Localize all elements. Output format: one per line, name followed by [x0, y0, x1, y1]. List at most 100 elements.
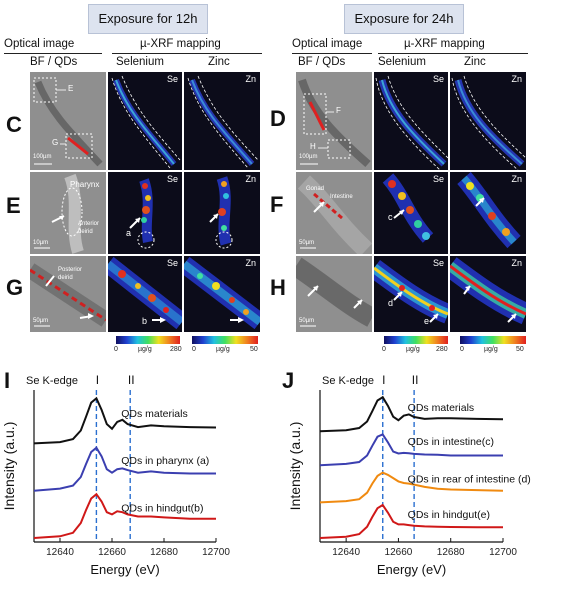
element-label-se: Se: [166, 174, 178, 184]
zn-map-c: Zn: [184, 72, 260, 170]
colorbar-unit: µg/g: [406, 346, 420, 353]
series-line: [33, 396, 217, 445]
element-label-se: Se: [166, 74, 178, 84]
element-label-zn: Zn: [511, 174, 522, 184]
zn-map-f: Zn: [450, 172, 526, 254]
series-line: [33, 446, 216, 492]
element-label-se: Se: [432, 74, 444, 84]
scale-bar-label: 50µm: [299, 240, 315, 246]
optical-image-label-right: Optical image: [292, 38, 363, 50]
series-label: QDs materials: [121, 408, 188, 420]
scale-bar-label: 50µm: [299, 318, 315, 324]
series-line: [319, 433, 503, 467]
colorbar-se-right: [384, 336, 448, 344]
reference-line-label: II: [128, 373, 135, 387]
colorbar-zn-left: [192, 336, 258, 344]
gonad-label: Gonad: [306, 186, 325, 192]
colorbar-unit: µg/g: [138, 346, 152, 353]
arrow-label-e: e: [424, 316, 430, 326]
box-label-h: H: [310, 142, 316, 151]
y-axis-label: Intensity (a.u.): [287, 422, 303, 511]
series-label: QDs in rear of intestine (d): [408, 473, 531, 485]
colorbar-min: 0: [460, 346, 464, 353]
colorbar-min: 0: [192, 346, 196, 353]
se-map-h: Se d e: [374, 256, 448, 332]
colorbar-se-left: [116, 336, 180, 344]
element-label-zn: Zn: [245, 74, 256, 84]
x-tick-label: 12660: [98, 547, 126, 558]
colorbar-max: 280: [436, 346, 448, 353]
panel-label-g: G: [6, 275, 24, 300]
divider: [292, 53, 372, 54]
series-line: [319, 503, 503, 539]
arrow-label-d: d: [388, 298, 394, 308]
x-tick-label: 12700: [489, 547, 517, 558]
se-map-g: Se b: [108, 256, 182, 332]
series-line: [319, 471, 504, 504]
panel-label-h: H: [270, 275, 286, 300]
colorbar-unit: µg/g: [216, 346, 230, 353]
colorbar-max: 50: [250, 346, 258, 353]
reference-line-label: I: [96, 373, 99, 387]
panel-label-i: I: [4, 368, 11, 393]
box-label-e: E: [68, 84, 74, 93]
panel-label-j: J: [282, 368, 295, 393]
box-label-g: G: [52, 138, 59, 147]
divider: [4, 53, 102, 54]
colorbar-min: 0: [114, 346, 118, 353]
xanes-chart-i: 12640 12660 12680 12700 Energy (eV) Intensity…: [1, 373, 230, 577]
bf-qds-label-left: BF / QDs: [30, 56, 78, 68]
element-label-se: Se: [166, 258, 178, 268]
x-tick-label: 12680: [150, 547, 178, 558]
bf-qds-label-right: BF / QDs: [298, 56, 346, 68]
scale-bar-label: 50µm: [33, 318, 49, 324]
colorbar-unit: µg/g: [484, 346, 498, 353]
zn-map-d: Zn: [450, 72, 526, 170]
panel-label-c: C: [6, 112, 22, 137]
x-tick-label: 12700: [202, 547, 230, 558]
x-tick-label: 12660: [385, 547, 413, 558]
intestine-label: Intestine: [330, 194, 353, 200]
posterior-deirid-label: Posterior deirid: [58, 267, 83, 281]
zn-map-g: Zn: [184, 256, 260, 332]
pharynx-label: Pharynx: [70, 180, 100, 189]
panel-label-f: F: [270, 192, 284, 217]
arrow-label-c: c: [388, 212, 393, 222]
bf-image-d: F H 100µm: [296, 72, 372, 170]
bf-image-f: Gonad Intestine 50µm: [296, 172, 372, 254]
header-24h: Exposure for 24h: [344, 4, 464, 34]
panel-label-e: E: [6, 193, 21, 218]
element-label-se: Se: [432, 174, 444, 184]
colorbar-zn-right: [460, 336, 526, 344]
bf-image-c: E G 100µm: [30, 72, 106, 170]
bf-image-e: Pharynx Anterior deirid 10µm: [30, 172, 106, 254]
colorbar-max: 50: [516, 346, 524, 353]
zinc-label-left: Zinc: [208, 56, 230, 68]
x-axis-label: Energy (eV): [377, 562, 446, 577]
xrf-mapping-label-right: µ-XRF mapping: [404, 38, 485, 50]
header-12h: Exposure for 12h: [88, 4, 208, 34]
element-label-zn: Zn: [245, 258, 256, 268]
zinc-label-right: Zinc: [464, 56, 486, 68]
se-map-e: Se a: [108, 172, 182, 254]
arrow-label-b: b: [142, 316, 148, 326]
zn-map-h: Zn: [450, 256, 526, 332]
optical-image-label-left: Optical image: [4, 38, 75, 50]
selenium-label-left: Selenium: [116, 56, 164, 68]
element-label-zn: Zn: [245, 174, 256, 184]
series-label: QDs in hindgut(b): [121, 502, 203, 514]
y-axis-label: Intensity (a.u.): [1, 422, 17, 511]
colorbar-min: 0: [382, 346, 386, 353]
series-label: QDs in hindgut(e): [408, 509, 490, 521]
scale-bar-label: 100µm: [299, 154, 318, 160]
se-map-f: Se c: [374, 172, 448, 254]
reference-line-label: II: [412, 373, 419, 387]
chart-title: Se K-edge: [322, 375, 374, 387]
divider: [378, 53, 528, 54]
xrf-mapping-label-left: µ-XRF mapping: [140, 38, 221, 50]
series-label: QDs in intestine(c): [408, 436, 494, 448]
x-tick-label: 12640: [332, 547, 360, 558]
zn-map-e: Zn: [184, 172, 260, 254]
series-line: [319, 395, 504, 433]
series-label: QDs in pharynx (a): [121, 455, 209, 467]
